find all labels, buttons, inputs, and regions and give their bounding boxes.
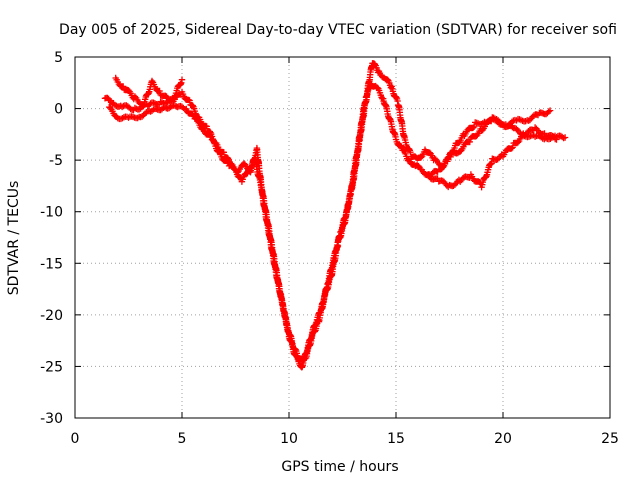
data-point <box>151 100 159 107</box>
y-tick-label: -25 <box>40 359 63 375</box>
series-track-4 <box>424 124 560 191</box>
data-point <box>508 145 515 152</box>
data-point <box>163 93 170 100</box>
data-point <box>120 83 127 90</box>
x-axis-title: GPS time / hours <box>281 459 398 475</box>
data-point <box>553 136 560 143</box>
data-point <box>156 87 163 95</box>
x-tick-label: 5 <box>178 431 187 447</box>
data-point <box>178 79 185 86</box>
data-point <box>514 139 522 146</box>
data-point <box>509 144 516 151</box>
data-point <box>203 123 210 130</box>
y-tick-labels: 5 0 -5 -10 -15 -20 -25 -30 <box>40 50 63 427</box>
data-point <box>469 124 477 131</box>
data-points <box>101 60 569 371</box>
data-point <box>189 102 196 109</box>
data-point <box>186 97 193 104</box>
plot-frame <box>74 56 611 419</box>
data-point <box>119 115 126 122</box>
data-point <box>387 84 395 91</box>
y-tick-label: 5 <box>54 50 63 66</box>
x-tick-label: 0 <box>71 431 80 447</box>
data-point <box>398 143 405 150</box>
data-point <box>131 104 139 112</box>
data-point <box>244 170 251 177</box>
data-point <box>224 158 231 165</box>
data-point <box>193 116 200 123</box>
data-point <box>161 104 169 111</box>
series-track-3 <box>112 74 186 110</box>
y-tick-label: -20 <box>40 308 63 324</box>
axis-ticks <box>74 56 611 419</box>
data-point <box>125 114 132 121</box>
data-point <box>129 113 137 121</box>
data-point <box>466 138 473 146</box>
grid-lines <box>75 57 610 418</box>
x-tick-label: 10 <box>280 431 298 447</box>
data-point <box>138 113 146 120</box>
chart-title: Day 005 of 2025, Sidereal Day-to-day VTE… <box>59 22 617 38</box>
data-point <box>470 123 478 130</box>
y-tick-label: 0 <box>54 102 63 118</box>
data-point <box>371 61 379 68</box>
x-tick-label: 15 <box>387 431 405 447</box>
y-tick-label: -15 <box>40 256 63 272</box>
y-tick-label: -10 <box>40 205 63 221</box>
data-point <box>131 93 139 100</box>
data-point <box>247 165 254 172</box>
data-point <box>210 137 217 144</box>
data-point <box>148 77 156 85</box>
data-point <box>178 76 186 83</box>
data-point <box>561 134 569 141</box>
data-point <box>397 142 404 150</box>
y-tick-label: -5 <box>49 153 63 169</box>
x-tick-label: 20 <box>494 431 512 447</box>
data-point <box>546 107 554 114</box>
x-tick-label: 25 <box>601 431 619 447</box>
y-tick-label: -30 <box>40 411 63 427</box>
y-axis-title: SDTVAR / TECUs <box>6 181 22 296</box>
x-tick-labels: 0 5 10 15 20 25 <box>71 431 619 447</box>
data-point <box>545 108 552 115</box>
series-track-2 <box>106 80 554 365</box>
